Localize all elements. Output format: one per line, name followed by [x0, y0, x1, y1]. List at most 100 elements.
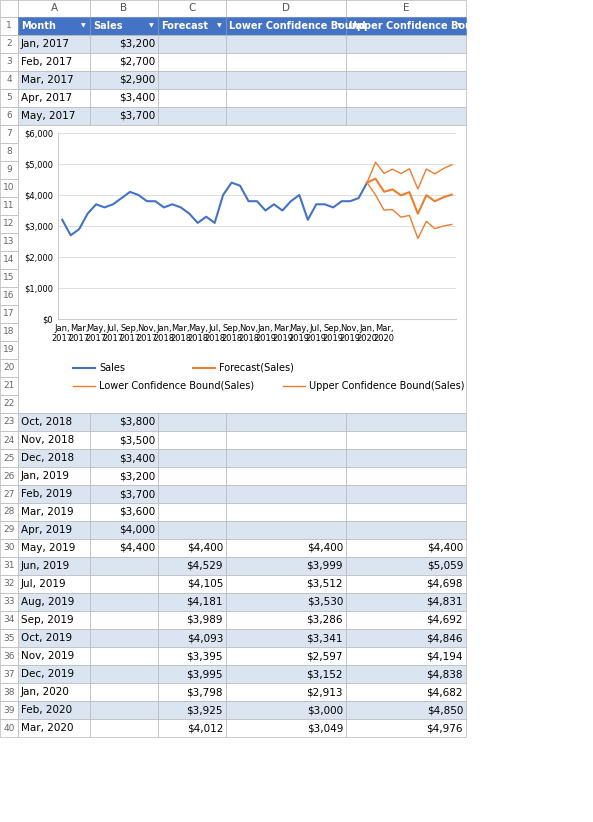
Text: ▼: ▼ — [216, 24, 221, 29]
Text: May, 2017: May, 2017 — [21, 111, 75, 121]
Bar — [0, 341, 18, 359]
Text: Forecast: Forecast — [161, 21, 208, 31]
Bar — [18, 593, 90, 611]
Text: Oct, 2019: Oct, 2019 — [21, 633, 72, 643]
Text: Feb, 2020: Feb, 2020 — [21, 705, 72, 715]
Text: C: C — [189, 3, 196, 13]
Bar — [18, 521, 90, 539]
Bar — [226, 107, 346, 125]
Text: $4,105: $4,105 — [187, 579, 223, 589]
Text: $3,049: $3,049 — [307, 723, 343, 733]
Text: $2,700: $2,700 — [119, 57, 155, 67]
Text: $4,698: $4,698 — [426, 579, 463, 589]
Text: 36: 36 — [3, 652, 15, 661]
Bar — [226, 449, 346, 467]
Text: Nov, 2019: Nov, 2019 — [21, 651, 74, 661]
Bar — [226, 17, 346, 35]
Text: 8: 8 — [6, 147, 12, 156]
Bar — [158, 485, 226, 503]
Bar — [0, 197, 18, 215]
Text: $3,400: $3,400 — [119, 93, 155, 103]
Bar — [346, 107, 466, 125]
Text: Feb, 2019: Feb, 2019 — [21, 489, 72, 499]
Bar — [0, 233, 18, 251]
Text: 4: 4 — [6, 76, 12, 85]
Bar — [0, 611, 18, 629]
Bar — [90, 107, 158, 125]
Text: $3,925: $3,925 — [187, 705, 223, 715]
Text: 19: 19 — [3, 345, 15, 354]
Text: 32: 32 — [4, 580, 15, 589]
Text: Sep, 2019: Sep, 2019 — [21, 615, 74, 625]
Text: Nov, 2018: Nov, 2018 — [21, 435, 74, 445]
Text: Lower Confidence Bound: Lower Confidence Bound — [229, 21, 366, 31]
Bar — [90, 35, 158, 53]
Bar — [18, 539, 90, 557]
Bar — [158, 89, 226, 107]
Text: 13: 13 — [3, 238, 15, 247]
Text: Mar, 2017: Mar, 2017 — [21, 75, 74, 85]
Bar — [158, 611, 226, 629]
Bar — [0, 125, 18, 143]
Bar — [346, 701, 466, 719]
Bar — [226, 485, 346, 503]
Bar — [226, 413, 346, 431]
Text: 31: 31 — [3, 561, 15, 570]
Bar — [18, 53, 90, 71]
Bar — [0, 593, 18, 611]
Bar — [0, 107, 18, 125]
Bar — [0, 71, 18, 89]
Bar — [90, 71, 158, 89]
Bar — [346, 719, 466, 737]
Bar — [158, 467, 226, 485]
Bar — [346, 431, 466, 449]
Text: ▼: ▼ — [149, 24, 154, 29]
Bar — [18, 719, 90, 737]
Text: ▼: ▼ — [337, 24, 342, 29]
Bar — [158, 593, 226, 611]
Bar — [346, 449, 466, 467]
Text: Jan, 2019: Jan, 2019 — [21, 471, 70, 481]
Bar — [18, 665, 90, 683]
Bar — [18, 107, 90, 125]
Bar — [90, 611, 158, 629]
Bar — [226, 593, 346, 611]
Bar — [346, 413, 466, 431]
Bar — [346, 521, 466, 539]
Text: Apr, 2017: Apr, 2017 — [21, 93, 72, 103]
Bar — [346, 665, 466, 683]
Bar — [0, 143, 18, 161]
Text: 16: 16 — [3, 292, 15, 301]
Text: Feb, 2017: Feb, 2017 — [21, 57, 72, 67]
Bar — [90, 665, 158, 683]
Bar — [0, 395, 18, 413]
Text: 5: 5 — [6, 94, 12, 103]
Text: 37: 37 — [3, 669, 15, 678]
Text: 11: 11 — [3, 201, 15, 210]
Bar — [0, 719, 18, 737]
Text: ▼: ▼ — [81, 24, 85, 29]
Bar — [90, 449, 158, 467]
Text: Mar, 2019: Mar, 2019 — [21, 507, 74, 517]
Text: Jan, 2020: Jan, 2020 — [21, 687, 70, 697]
Text: 6: 6 — [6, 112, 12, 121]
Bar — [0, 485, 18, 503]
Bar — [346, 557, 466, 575]
Text: Month: Month — [21, 21, 56, 31]
Text: D: D — [282, 3, 290, 13]
Bar — [158, 683, 226, 701]
Bar — [0, 557, 18, 575]
Text: $3,500: $3,500 — [119, 435, 155, 445]
Bar — [18, 125, 466, 413]
Bar — [18, 611, 90, 629]
Bar — [226, 467, 346, 485]
Text: 20: 20 — [4, 363, 15, 372]
Bar — [0, 413, 18, 431]
Bar — [18, 449, 90, 467]
Bar — [90, 683, 158, 701]
Bar — [226, 701, 346, 719]
Bar — [18, 467, 90, 485]
Text: 14: 14 — [4, 256, 15, 265]
Text: 28: 28 — [4, 507, 15, 516]
Text: $4,194: $4,194 — [426, 651, 463, 661]
